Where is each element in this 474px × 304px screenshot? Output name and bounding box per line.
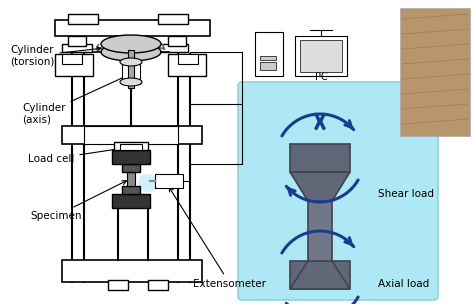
Bar (122, 54, 140, 84)
Bar (300, 40, 342, 72)
Bar (112, 150, 150, 164)
Bar (168, 54, 206, 76)
Bar (127, 172, 135, 186)
Bar (400, 8, 470, 136)
Text: Cylinder
(torsion): Cylinder (torsion) (10, 45, 101, 67)
Bar (295, 36, 347, 76)
Bar (112, 194, 150, 208)
Bar (168, 36, 186, 46)
Bar (62, 44, 92, 52)
Bar (290, 261, 350, 289)
Bar (114, 142, 148, 150)
Bar (120, 144, 142, 150)
Bar (62, 54, 82, 64)
Bar (158, 14, 188, 24)
Bar (260, 62, 276, 70)
Text: Extensometer: Extensometer (169, 187, 266, 289)
Bar (178, 54, 198, 64)
Ellipse shape (120, 78, 142, 86)
Text: PC: PC (315, 72, 328, 82)
Text: Load cell: Load cell (28, 146, 127, 164)
Bar (62, 260, 202, 282)
Ellipse shape (120, 58, 142, 66)
Bar (158, 44, 188, 52)
Ellipse shape (101, 35, 161, 53)
Bar (62, 126, 202, 144)
Ellipse shape (138, 174, 158, 192)
Bar (84, 126, 178, 144)
Bar (148, 280, 168, 290)
Bar (122, 164, 140, 172)
Polygon shape (290, 172, 350, 201)
Polygon shape (290, 261, 350, 289)
Bar (290, 144, 350, 172)
Bar (68, 36, 86, 46)
Text: Shear load: Shear load (378, 189, 434, 199)
Bar (55, 54, 93, 76)
Text: Specimen: Specimen (30, 181, 127, 221)
Bar (308, 201, 332, 261)
FancyBboxPatch shape (238, 82, 438, 300)
Ellipse shape (101, 43, 161, 61)
Text: Cylinder
(axis): Cylinder (axis) (22, 74, 131, 125)
Bar (122, 186, 140, 194)
Bar (260, 56, 276, 60)
Bar (128, 50, 134, 88)
Bar (68, 14, 98, 24)
Text: Axial load: Axial load (378, 279, 429, 289)
Bar (55, 20, 210, 36)
Bar (155, 174, 183, 188)
Bar (255, 32, 283, 76)
Bar (108, 280, 128, 290)
